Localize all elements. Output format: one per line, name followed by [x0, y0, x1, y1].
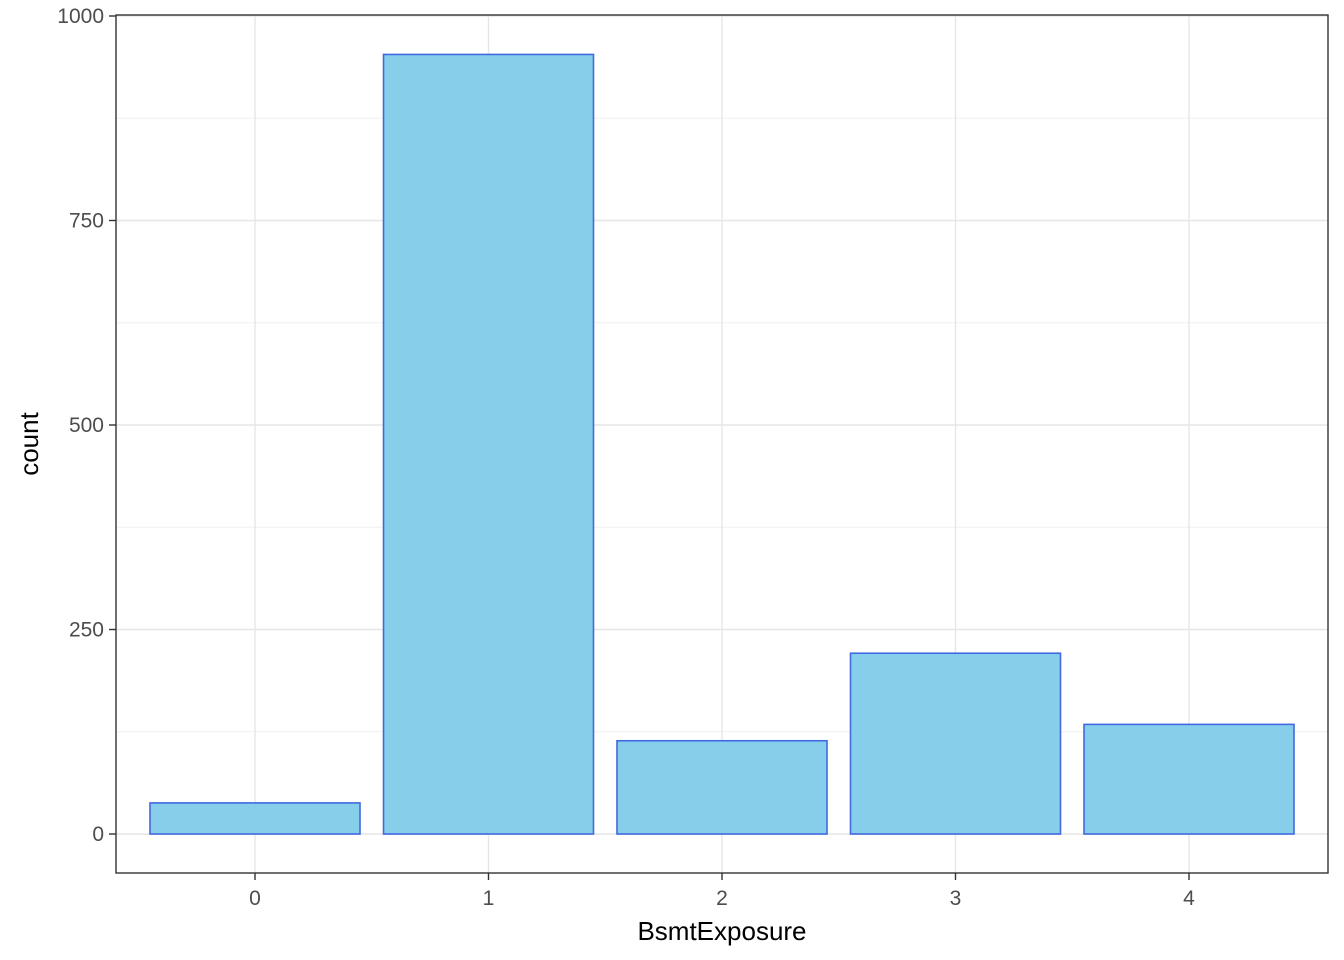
y-axis-title: count: [14, 411, 44, 475]
x-tick-label: 2: [716, 887, 728, 910]
bar: [149, 802, 361, 835]
x-axis-title: BsmtExposure: [637, 916, 806, 946]
bar: [382, 53, 595, 835]
y-tick-label: 1000: [57, 5, 104, 28]
bar: [616, 739, 828, 835]
y-axis: 0 250 500 750 1000: [57, 5, 116, 846]
x-tick-label: 0: [249, 887, 261, 910]
y-tick-label: 750: [69, 210, 104, 233]
x-tick-label: 3: [950, 887, 962, 910]
x-axis: 0 1 2 3 4: [249, 873, 1195, 910]
bar: [849, 652, 1062, 835]
x-tick-label: 1: [483, 887, 495, 910]
x-tick-label: 4: [1183, 887, 1195, 910]
y-tick-label: 500: [69, 414, 104, 437]
bars: [149, 53, 1295, 835]
y-tick-label: 250: [69, 619, 104, 642]
y-tick-label: 0: [92, 823, 104, 846]
bar: [1083, 723, 1295, 835]
